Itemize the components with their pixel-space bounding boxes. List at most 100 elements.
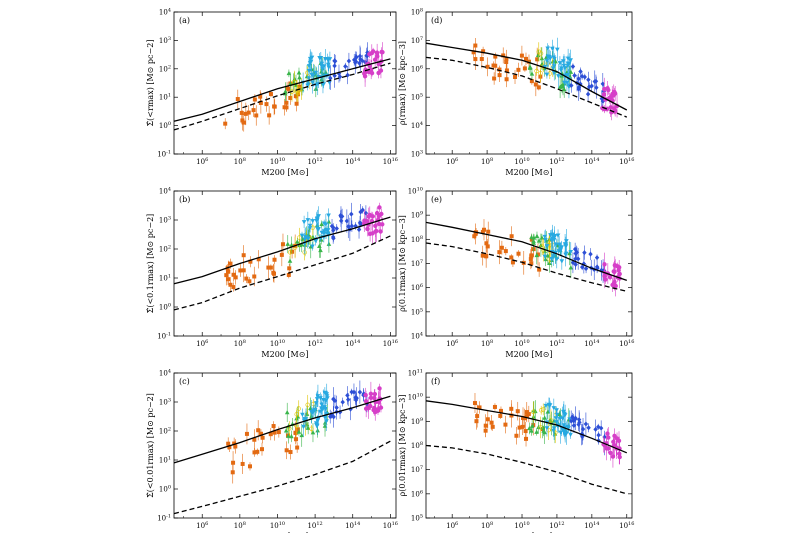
y-tick-label: 104	[411, 332, 423, 341]
data-point	[542, 254, 548, 259]
data-point	[549, 256, 554, 262]
data-point	[552, 56, 557, 62]
y-tick-label: 106	[411, 64, 423, 73]
data-point	[543, 403, 549, 409]
data-point	[571, 423, 577, 429]
y-tick-label: 109	[411, 211, 423, 220]
data-point	[320, 407, 325, 412]
data-point	[272, 257, 277, 262]
y-tick-label: 101	[159, 456, 171, 465]
x-tick-label: 108	[481, 339, 493, 348]
data-point	[537, 267, 542, 272]
x-tick-label: 106	[196, 521, 208, 530]
data-point	[573, 415, 578, 421]
data-point	[548, 418, 554, 423]
data-point	[497, 250, 502, 255]
data-point	[473, 57, 478, 62]
data-point	[497, 67, 502, 72]
data-point	[372, 57, 378, 62]
panel-f: 106 108 1010 1012 1014 1016 105 106 107 108 109 101…	[398, 369, 634, 533]
y-tick-label: 106	[411, 489, 423, 498]
data-point	[483, 423, 488, 428]
data-point	[360, 207, 365, 213]
data-point	[485, 244, 490, 249]
data-point	[295, 427, 300, 432]
data-point	[529, 423, 535, 428]
data-point	[232, 441, 237, 446]
data-point	[576, 84, 582, 90]
data-point	[324, 419, 329, 424]
y-tick-label: 103	[159, 398, 171, 407]
data-point	[524, 410, 529, 415]
data-point	[268, 265, 273, 270]
data-point	[605, 86, 610, 91]
data-point	[307, 223, 313, 229]
data-point	[299, 432, 305, 438]
data-point	[564, 80, 570, 86]
data-point	[289, 433, 294, 439]
x-tick-label: 106	[446, 521, 458, 530]
data-point	[484, 254, 489, 259]
data-point	[266, 265, 271, 270]
data-point	[299, 233, 305, 238]
data-point	[293, 94, 298, 99]
data-point	[594, 85, 599, 91]
data-point	[575, 256, 581, 262]
data-point	[607, 274, 613, 280]
y-axis-label: Σ̂(<rmax) [M⊙ pc−2]	[146, 40, 155, 127]
data-point	[317, 409, 323, 415]
data-point	[321, 221, 327, 226]
data-point	[489, 420, 494, 425]
data-point	[492, 76, 497, 81]
data-point	[568, 249, 574, 255]
data-point	[284, 409, 290, 415]
data-point	[596, 432, 601, 438]
data-point	[611, 269, 616, 274]
x-tick-label: 1010	[270, 339, 285, 348]
data-point	[315, 394, 321, 399]
data-point	[287, 266, 292, 271]
y-tick-label: 10-1	[157, 332, 171, 341]
y-tick-label: 108	[411, 8, 423, 17]
data-point	[528, 257, 533, 262]
data-point	[501, 53, 506, 58]
y-tick-label: 102	[159, 245, 171, 254]
data-point	[238, 268, 243, 273]
data-point	[559, 66, 564, 71]
data-point	[516, 67, 521, 72]
data-point	[541, 428, 546, 433]
data-point	[241, 120, 246, 125]
data-point	[583, 266, 589, 272]
data-point	[544, 72, 550, 77]
data-point	[551, 428, 556, 434]
model-line-solid	[173, 58, 391, 122]
y-tick-label: 102	[159, 427, 171, 436]
data-point	[474, 419, 479, 424]
data-point	[327, 80, 332, 85]
data-point	[606, 435, 611, 440]
data-point	[299, 242, 305, 247]
data-point	[258, 94, 263, 99]
data-point	[588, 251, 593, 257]
data-point	[493, 54, 498, 59]
data-point	[317, 243, 322, 248]
y-tick-label: 108	[411, 235, 423, 244]
data-point	[276, 430, 281, 435]
data-point	[283, 428, 289, 433]
data-point	[367, 51, 372, 57]
x-tick-label: 1016	[619, 157, 634, 166]
data-point	[324, 394, 330, 399]
data-point	[363, 392, 368, 398]
data-point	[340, 399, 345, 405]
data-point	[586, 425, 591, 431]
data-point	[295, 239, 300, 244]
data-point	[573, 256, 578, 262]
data-point	[284, 100, 289, 105]
x-tick-label: 1010	[514, 157, 529, 166]
data-point	[516, 251, 521, 256]
data-point	[344, 218, 350, 224]
data-point	[583, 421, 589, 427]
data-point	[545, 253, 551, 258]
y-tick-label: 106	[411, 283, 423, 292]
data-point	[598, 425, 604, 431]
